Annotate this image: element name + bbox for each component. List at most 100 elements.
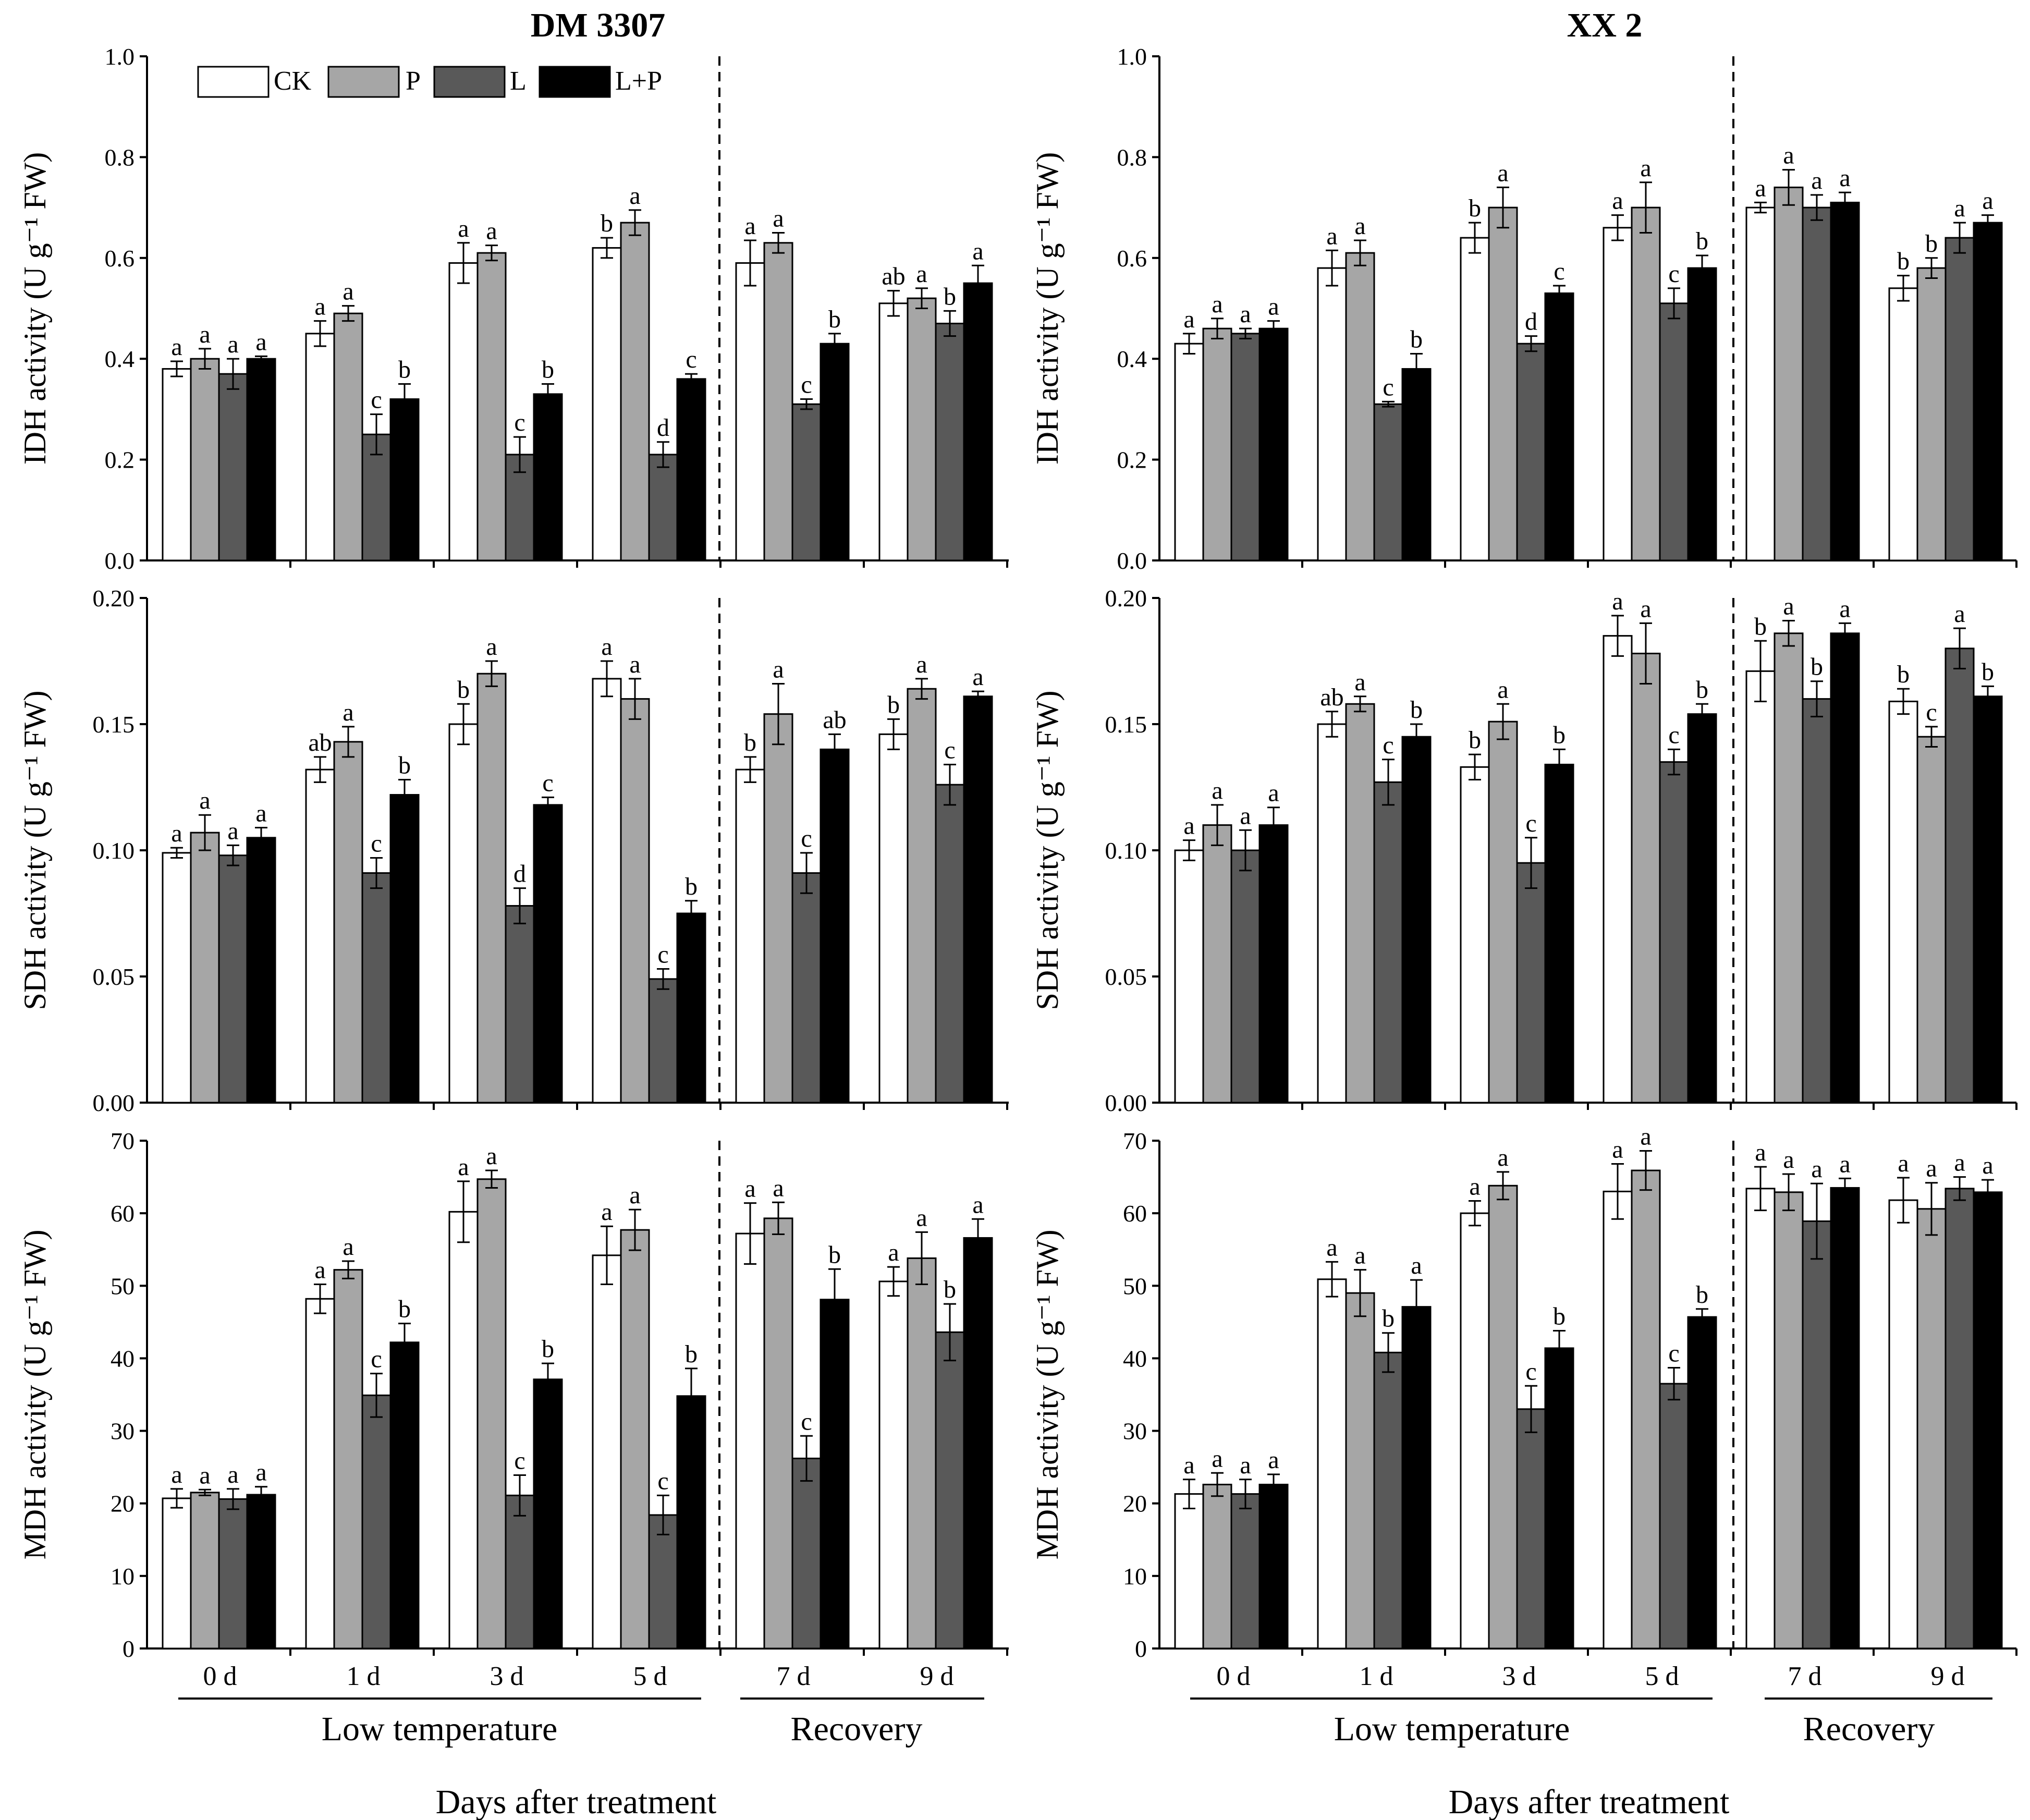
significance-letter: ab bbox=[823, 706, 846, 734]
bar-lpp-2 bbox=[1544, 292, 1574, 561]
y-tick-label: 0.8 bbox=[1117, 144, 1147, 170]
bar-p-3 bbox=[620, 698, 650, 1104]
significance-letter: a bbox=[1268, 779, 1279, 807]
y-tick-label: 70 bbox=[111, 1128, 134, 1154]
significance-letter: a bbox=[1755, 1139, 1766, 1166]
bar-l-1 bbox=[1373, 781, 1403, 1104]
panel-title-xx2: XX 2 bbox=[1567, 6, 1643, 44]
significance-letter: a bbox=[1954, 1149, 1965, 1177]
bar-lpp-0 bbox=[1258, 327, 1289, 561]
significance-letter: a bbox=[601, 633, 612, 661]
significance-letter: a bbox=[227, 331, 238, 358]
bar-lpp-5 bbox=[963, 282, 993, 561]
bar-p-3 bbox=[620, 1229, 650, 1650]
bar-lpp-1 bbox=[1401, 1306, 1432, 1650]
bar-lpp-3 bbox=[676, 378, 706, 561]
bar-l-5 bbox=[935, 1331, 965, 1650]
legend-swatch-l bbox=[433, 66, 506, 98]
significance-letter: ab bbox=[1320, 683, 1343, 711]
panel-1: 0.0 0.2 0.4 0.6 0.8 1.0 IDH activity (U g⁻¹ FW… bbox=[1030, 43, 2017, 574]
significance-letter: c bbox=[801, 371, 812, 399]
significance-letter: c bbox=[944, 736, 955, 764]
significance-letter: a bbox=[1326, 1233, 1337, 1261]
bar-ck-0 bbox=[1174, 849, 1204, 1104]
bar-ck-1 bbox=[305, 768, 335, 1104]
significance-letter: d bbox=[513, 860, 526, 888]
bar-l-0 bbox=[1230, 1493, 1261, 1650]
bar-p-5 bbox=[907, 688, 937, 1104]
y-tick-label: 0.15 bbox=[93, 711, 135, 738]
y-tick-label: 0.05 bbox=[93, 963, 135, 990]
significance-letter: a bbox=[1240, 300, 1251, 328]
significance-letter: a bbox=[1612, 588, 1623, 615]
significance-letter: a bbox=[916, 1204, 927, 1231]
bar-lpp-2 bbox=[533, 804, 563, 1104]
bar-lpp-5 bbox=[963, 1237, 993, 1650]
y-tick-label: 30 bbox=[1123, 1418, 1147, 1445]
y-axis-label: MDH activity (U g⁻¹ FW) bbox=[18, 1230, 52, 1560]
bar-l-2 bbox=[1516, 1408, 1546, 1650]
significance-letter: b bbox=[1696, 1281, 1708, 1309]
bar-ck-5 bbox=[1888, 1199, 1918, 1650]
bar-l-4 bbox=[1802, 1220, 1832, 1650]
significance-letter: c bbox=[1525, 810, 1536, 837]
bar-p-5 bbox=[1916, 736, 1947, 1104]
significance-letter: b bbox=[887, 691, 900, 718]
bar-l-1 bbox=[1373, 1351, 1403, 1650]
y-tick-label: 0 bbox=[123, 1635, 134, 1662]
significance-letter: a bbox=[314, 1256, 325, 1284]
significance-letter: a bbox=[1982, 1152, 1993, 1179]
y-axis-label: IDH activity (U g⁻¹ FW) bbox=[18, 152, 52, 465]
bar-p-0 bbox=[1202, 1484, 1232, 1650]
y-tick-label: 10 bbox=[1123, 1563, 1147, 1590]
y-tick-label: 20 bbox=[1123, 1491, 1147, 1517]
bar-lpp-0 bbox=[246, 358, 276, 561]
bar-lpp-0 bbox=[246, 1494, 276, 1650]
bar-lpp-3 bbox=[676, 912, 706, 1104]
y-tick-label: 1.0 bbox=[1117, 43, 1147, 70]
bar-l-2 bbox=[1516, 862, 1546, 1104]
bar-ck-3 bbox=[592, 678, 622, 1104]
bar-l-4 bbox=[1802, 206, 1832, 561]
significance-letter: a bbox=[1783, 142, 1794, 169]
x-category-0d-right: 0 d bbox=[1217, 1662, 1251, 1691]
bar-p-3 bbox=[620, 222, 650, 561]
significance-letter: a bbox=[486, 1142, 497, 1170]
bar-l-4 bbox=[791, 403, 822, 561]
y-tick-label: 60 bbox=[111, 1200, 134, 1227]
bar-l-3 bbox=[1659, 761, 1689, 1104]
bar-ck-0 bbox=[1174, 343, 1204, 561]
significance-letter: c bbox=[371, 1346, 382, 1373]
group-label-recovery-right: Recovery bbox=[1803, 1710, 1935, 1748]
bar-ck-1 bbox=[1317, 267, 1347, 561]
significance-letter: a bbox=[343, 1233, 353, 1261]
bar-p-1 bbox=[1345, 1292, 1375, 1650]
bar-l-3 bbox=[1659, 1383, 1689, 1650]
significance-letter: b bbox=[1982, 658, 1994, 686]
significance-letter: a bbox=[1783, 1146, 1794, 1174]
bar-lpp-1 bbox=[389, 1341, 420, 1650]
bar-ck-0 bbox=[162, 368, 192, 561]
significance-letter: a bbox=[1755, 174, 1766, 202]
x-category-1d-right: 1 d bbox=[1360, 1662, 1393, 1691]
bar-p-3 bbox=[1631, 206, 1661, 561]
significance-letter: a bbox=[1926, 1155, 1937, 1182]
significance-letter: a bbox=[601, 1198, 612, 1226]
significance-letter: a bbox=[1783, 593, 1794, 620]
bar-l-0 bbox=[1230, 849, 1261, 1104]
bar-ck-5 bbox=[878, 1280, 909, 1650]
bar-ck-4 bbox=[735, 262, 765, 561]
y-tick-label: 0.2 bbox=[1117, 447, 1147, 473]
y-tick-label: 0.00 bbox=[93, 1090, 135, 1116]
y-tick-label: 0.0 bbox=[105, 547, 135, 574]
significance-letter: b bbox=[1754, 613, 1767, 640]
bar-p-2 bbox=[1488, 720, 1518, 1104]
significance-letter: b bbox=[1897, 248, 1910, 275]
legend: CK P L L+P bbox=[197, 66, 662, 98]
y-tick-label: 0.0 bbox=[1117, 547, 1147, 574]
bar-lpp-1 bbox=[1401, 736, 1432, 1104]
bar-l-3 bbox=[648, 978, 678, 1104]
bar-p-1 bbox=[333, 1269, 363, 1650]
significance-letter: a bbox=[1183, 812, 1194, 840]
